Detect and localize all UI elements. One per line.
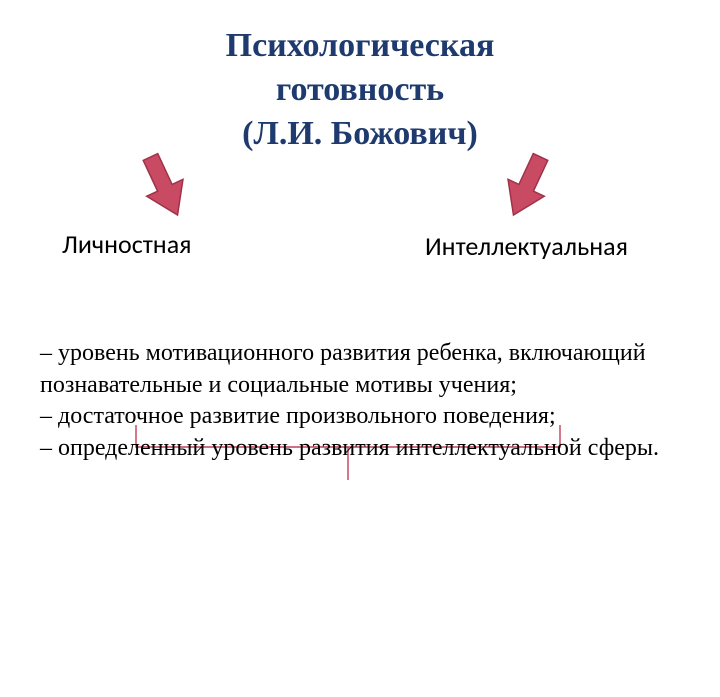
- body-line-3: – определенный уровень развития интеллек…: [40, 433, 680, 465]
- description-list: – уровень мотивационного развития ребенк…: [40, 338, 680, 465]
- label-personal: Личностная: [62, 228, 191, 260]
- body-line-1: – уровень мотивационного развития ребенк…: [40, 338, 680, 401]
- title-line-1: Психологическая: [0, 24, 720, 68]
- body-line-2: – достаточное развитие произвольного пов…: [40, 401, 680, 433]
- title-block: Психологическая готовность (Л.И. Божович…: [0, 0, 720, 157]
- title-line-3: (Л.И. Божович): [0, 112, 720, 156]
- title-line-2: готовность: [0, 68, 720, 112]
- label-intellectual: Интеллектуальная: [425, 230, 628, 262]
